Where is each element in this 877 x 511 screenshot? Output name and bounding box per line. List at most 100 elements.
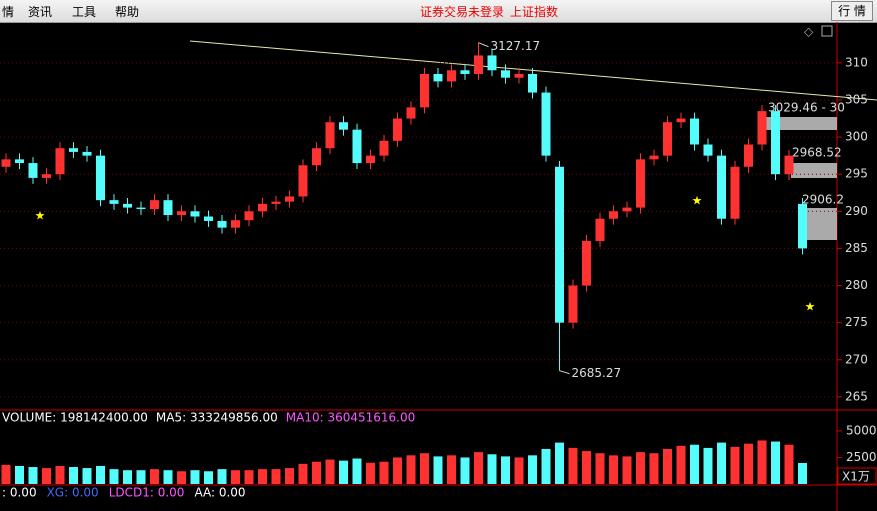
- volume-bar: [717, 442, 726, 484]
- volume-bar: [379, 461, 389, 484]
- volume-bar: [69, 467, 78, 484]
- volume-bar: [258, 469, 267, 484]
- candle-body: [703, 144, 713, 156]
- menu-item[interactable]: 资讯: [28, 5, 53, 19]
- volume-unit: X1万: [842, 470, 870, 484]
- menu-item[interactable]: 情: [2, 5, 15, 19]
- candle-body: [271, 201, 281, 204]
- candle-body: [150, 200, 159, 210]
- y-tick-label: 310: [845, 55, 868, 69]
- candle-body: [636, 159, 645, 208]
- candle-body: [352, 129, 362, 164]
- volume-bar: [514, 457, 524, 484]
- candle-body: [244, 211, 254, 221]
- y-tick-label: 290: [845, 204, 868, 218]
- y-tick-label: 305: [845, 92, 868, 106]
- candle-body: [757, 111, 767, 145]
- candle-body: [460, 70, 470, 74]
- annotation-arrow: [478, 42, 489, 48]
- volume-bar: [703, 447, 713, 484]
- volume-bar: [568, 447, 578, 484]
- login-status: 证券交易未登录: [420, 5, 505, 19]
- volume-bar: [15, 465, 24, 484]
- candle-body: [420, 73, 429, 108]
- candle-body: [784, 155, 794, 175]
- candle-body: [69, 148, 78, 152]
- volume-bar: [730, 446, 740, 484]
- candle-body: [28, 163, 38, 178]
- volume-legend: MA5: 333249856.00: [156, 411, 278, 425]
- quote-button[interactable]: 行 情: [831, 1, 873, 21]
- icon[interactable]: [821, 25, 833, 37]
- volume-bar: [541, 448, 551, 484]
- volume-bar: [649, 453, 659, 484]
- volume-bar: [352, 458, 362, 484]
- volume-bar: [109, 469, 119, 484]
- star: ★: [35, 209, 46, 223]
- side-label: 3029.46 - 30: [768, 101, 845, 115]
- y-tick-label: 300: [845, 130, 868, 144]
- candle-body: [474, 55, 483, 74]
- candle-body: [177, 211, 186, 216]
- candle-body: [717, 155, 726, 219]
- volume-bar: [595, 453, 605, 484]
- candle-body: [298, 165, 308, 197]
- volume-bar: [474, 452, 483, 484]
- candle-body: [447, 70, 456, 82]
- candle-body: [649, 155, 659, 160]
- menu-item[interactable]: 工具: [72, 5, 97, 19]
- candle-body: [568, 285, 578, 323]
- y-tick-label: 5000: [846, 423, 877, 437]
- candle-body: [622, 207, 632, 212]
- volume-bar: [96, 465, 105, 484]
- candle-body: [528, 73, 537, 93]
- candle-body: [204, 216, 213, 221]
- index-name: 上证指数: [510, 5, 559, 19]
- volume-bar: [447, 455, 456, 484]
- indicator: AA: 0.00: [194, 486, 245, 500]
- volume-bar: [460, 457, 470, 484]
- indicator: XG: 0.00: [47, 486, 99, 500]
- volume-bar: [757, 440, 767, 484]
- icon[interactable]: ◇: [804, 25, 814, 39]
- candle-body: [190, 211, 200, 217]
- volume-bar: [204, 471, 213, 484]
- volume-bar: [190, 470, 200, 484]
- candle-body: [501, 70, 510, 78]
- candle-body: [258, 203, 267, 212]
- y-tick-label: 265: [845, 389, 868, 403]
- volume-bar: [676, 445, 686, 484]
- menu-item[interactable]: 帮助: [115, 5, 140, 19]
- indicator: : 0.00: [2, 486, 37, 500]
- candle-body: [582, 240, 591, 286]
- volume-bar: [690, 444, 699, 484]
- candle-body: [676, 118, 686, 123]
- volume-bar: [501, 456, 510, 484]
- chip-box: [791, 163, 837, 178]
- candle-body: [798, 203, 807, 249]
- y-tick-label: 270: [845, 352, 868, 366]
- candle-body: [730, 166, 740, 219]
- candle-body: [1, 159, 11, 167]
- volume-bar: [244, 470, 254, 484]
- candle-body: [42, 174, 51, 178]
- volume-bar: [285, 468, 294, 484]
- candle-body: [393, 118, 402, 141]
- candle-body: [609, 211, 618, 219]
- candle-body: [379, 140, 389, 156]
- volume-bar: [123, 470, 132, 484]
- y-tick-label: 295: [845, 167, 868, 181]
- volume-bar: [325, 459, 335, 484]
- candle-body: [136, 207, 146, 210]
- volume-bar: [177, 471, 186, 484]
- side-label: 2968.52: [792, 146, 842, 160]
- candle-body: [771, 111, 780, 175]
- candle-body: [217, 220, 227, 228]
- volume-bar: [136, 470, 146, 484]
- volume-bar: [528, 455, 537, 484]
- volume-bar: [609, 455, 618, 484]
- candle-body: [55, 148, 65, 175]
- volume-bar: [420, 453, 429, 484]
- candle-body: [109, 200, 119, 204]
- side-label: 2906.2: [802, 193, 844, 207]
